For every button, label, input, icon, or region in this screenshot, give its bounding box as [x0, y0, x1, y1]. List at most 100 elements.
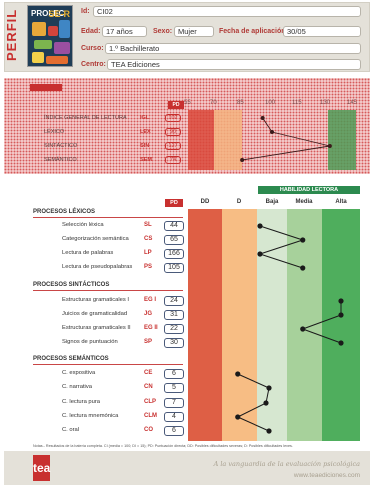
- column-header-baja: Baja: [265, 199, 279, 205]
- summary-scale-145: 145: [347, 100, 358, 106]
- row-code: SP: [144, 339, 153, 345]
- summary-profile-point: [327, 144, 332, 148]
- summary-pd-header: PD: [168, 101, 184, 109]
- test-cover-image: PROLEC SE-R: [27, 5, 73, 67]
- band-alta: [322, 209, 360, 441]
- row-code: CN: [144, 384, 153, 390]
- profile-point: [300, 326, 306, 332]
- row-pd-score: 24: [164, 296, 184, 306]
- summary-band-mid: [214, 110, 242, 170]
- summary-scale-70: 70: [210, 100, 217, 106]
- row-pd-score: 65: [164, 235, 184, 245]
- summary-scale-115: 115: [292, 100, 302, 106]
- cover-title-right: SE-R: [48, 9, 70, 19]
- summary-band-high: [328, 110, 356, 170]
- profile-point: [338, 340, 344, 346]
- summary-panel: [4, 78, 370, 174]
- column-header-d: D: [236, 199, 242, 205]
- id-field[interactable]: CI02: [93, 6, 361, 17]
- cover-shape-2: [48, 26, 58, 36]
- row-label: Estructuras gramaticales I: [62, 297, 130, 303]
- row-code: CLM: [144, 413, 157, 419]
- footer-panel: [4, 451, 370, 485]
- section-divider: [33, 290, 183, 291]
- row-label: Categorización semántica: [62, 236, 129, 242]
- row-pd-score: 6: [164, 426, 184, 436]
- course-label: Curso:: [81, 45, 104, 52]
- column-header-dd: DD: [200, 199, 210, 205]
- row-code: EG II: [144, 325, 158, 331]
- course-field[interactable]: 1.º Bachillerato: [105, 43, 361, 54]
- summary-row-pd: 74: [165, 156, 181, 164]
- row-pd-score: 7: [164, 398, 184, 408]
- profile-segment: [259, 253, 303, 269]
- row-code: CLP: [144, 399, 156, 405]
- row-label: Selección léxica: [62, 222, 104, 228]
- row-pd-score: 5: [164, 383, 184, 393]
- profile-point: [263, 400, 269, 406]
- row-code: EG I: [144, 297, 157, 303]
- summary-row-label: SINTÁCTICO: [44, 143, 78, 149]
- section-divider: [33, 217, 183, 218]
- date-field[interactable]: 30/05: [283, 26, 361, 37]
- cover-shape-6: [32, 52, 44, 63]
- row-label: C. lectura mnemónica: [62, 413, 119, 419]
- row-label: Lectura de palabras: [62, 250, 114, 256]
- cover-shape-4: [34, 40, 52, 49]
- cover-shape-1: [32, 22, 46, 36]
- summary-row-label: LÉXICO: [44, 129, 65, 135]
- profile-segment: [237, 373, 270, 389]
- summary-row-code: IGL: [140, 115, 150, 121]
- summary-band-low: [188, 110, 214, 170]
- cover-shape-3: [59, 20, 70, 38]
- row-pd-score: 4: [164, 412, 184, 422]
- summary-profile-segment: [262, 117, 273, 133]
- summary-row-code: SEM: [140, 157, 152, 163]
- profile-point: [257, 251, 263, 257]
- column-header-media: Media: [295, 199, 313, 205]
- summary-row-pd: 127: [165, 142, 181, 150]
- summary-scale-55: 55: [184, 100, 191, 106]
- center-field[interactable]: TEA Ediciones: [107, 59, 361, 70]
- center-label: Centro:: [81, 61, 106, 68]
- row-label: C. lectura pura: [62, 399, 101, 405]
- row-code: JG: [144, 311, 153, 317]
- age-label: Edad:: [81, 28, 101, 35]
- sex-field[interactable]: Mujer: [174, 26, 214, 37]
- profile-point: [338, 312, 344, 318]
- row-pd-score: 22: [164, 324, 184, 334]
- summary-row-pd: 102: [165, 114, 181, 122]
- profile-point: [338, 298, 344, 304]
- row-code: CS: [144, 236, 153, 242]
- row-pd-score: 30: [164, 338, 184, 348]
- profile-point: [257, 223, 263, 229]
- age-field[interactable]: 17 años: [102, 26, 147, 37]
- column-header-alta: Alta: [335, 199, 347, 205]
- band-media: [287, 209, 322, 441]
- summary-profile-segment: [242, 145, 330, 161]
- sex-label: Sexo:: [153, 28, 173, 35]
- row-code: LP: [144, 250, 152, 256]
- section-divider: [33, 364, 183, 365]
- footnote: Notas.- Resultados de la batería complet…: [33, 444, 293, 448]
- section-title-syntactic: PROCESOS SINTÁCTICOS: [33, 282, 110, 288]
- row-label: Juicios de gramaticalidad: [62, 311, 128, 317]
- row-label: C. expositiva: [62, 370, 96, 376]
- profile-point: [235, 414, 241, 420]
- row-label: Lectura de pseudopalabras: [62, 264, 133, 270]
- summary-row-label: SEMÁNTICO: [44, 157, 77, 163]
- profile-point: [300, 237, 306, 243]
- row-pd-score: 44: [164, 221, 184, 231]
- tea-logo: tea: [33, 455, 50, 481]
- row-pd-score: 6: [164, 369, 184, 379]
- summary-row-code: LEX: [140, 129, 151, 135]
- cover-shape-7: [46, 56, 68, 64]
- summary-scale-100: 100: [265, 100, 276, 106]
- band-d: [222, 209, 257, 441]
- profile-segment: [259, 239, 303, 255]
- summary-row-code: SIN: [140, 143, 150, 149]
- summary-profile-point: [260, 116, 265, 120]
- footer-website[interactable]: www.teaediciones.com: [293, 472, 360, 479]
- profile-point: [266, 385, 272, 391]
